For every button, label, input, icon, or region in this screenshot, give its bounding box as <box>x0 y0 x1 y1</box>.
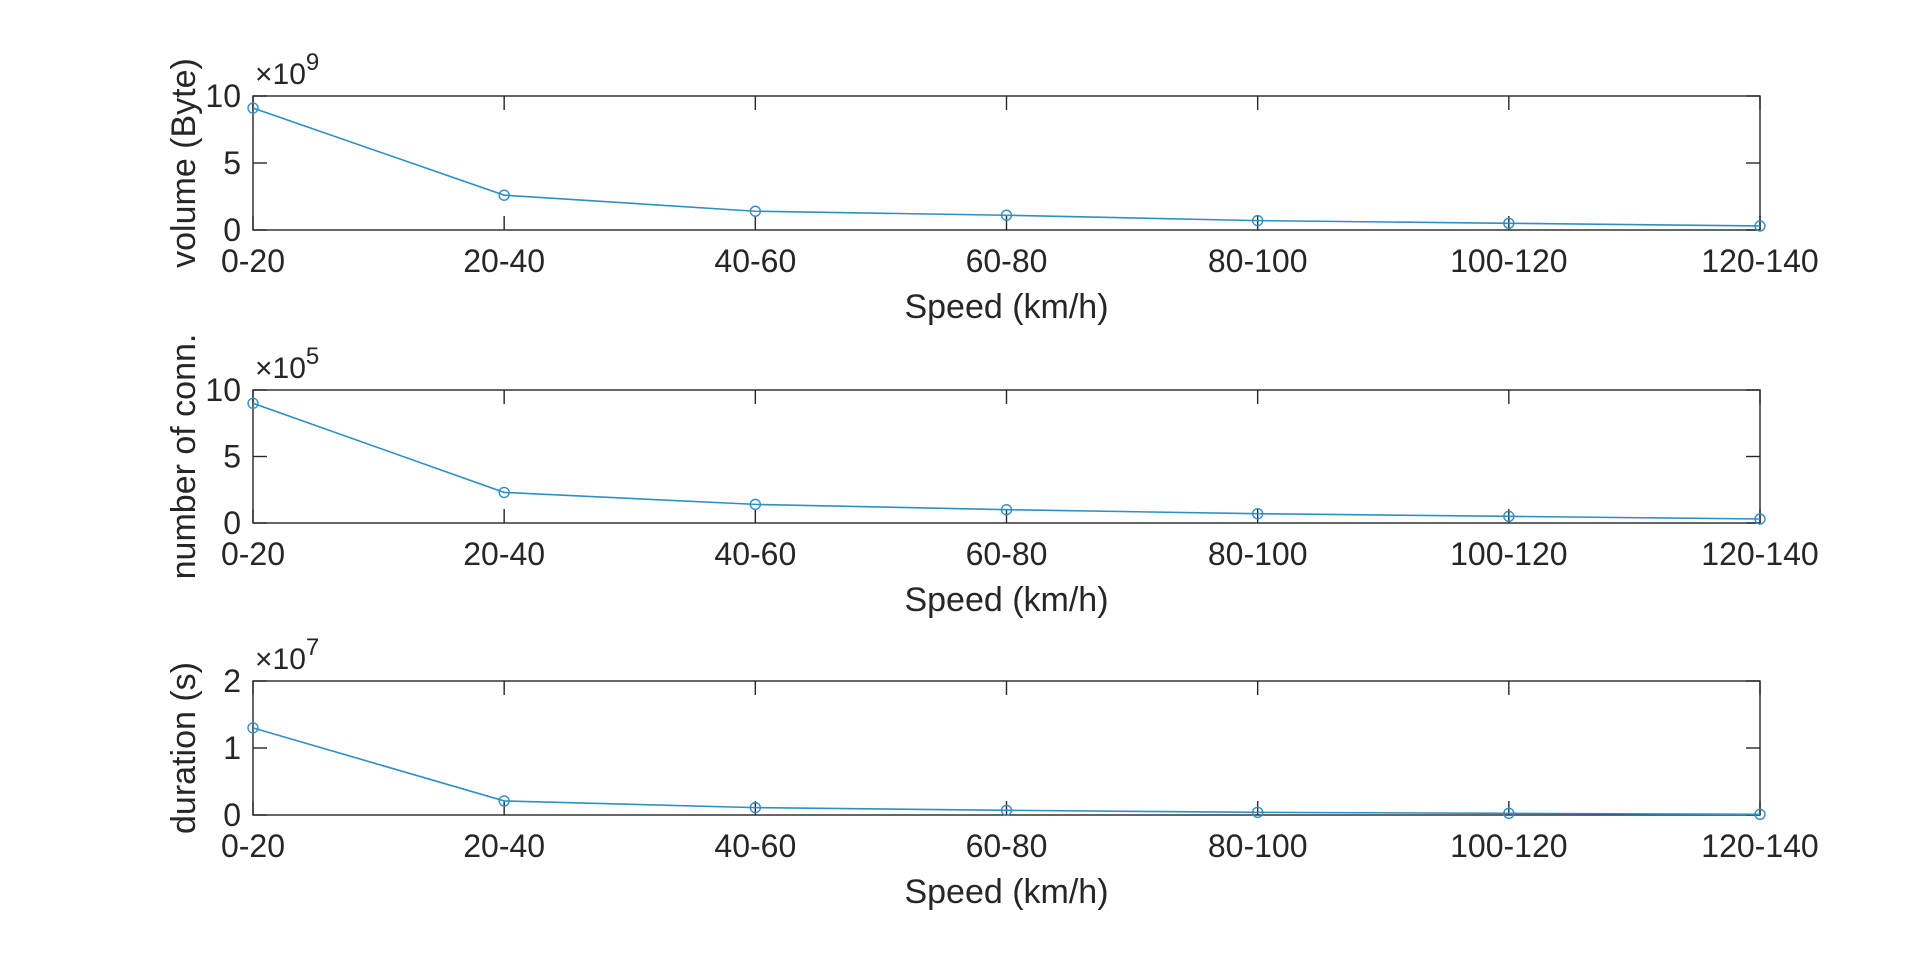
y-exponent: 5 <box>306 343 319 370</box>
x-axis-label: Speed (km/h) <box>904 873 1108 911</box>
data-point <box>1503 807 1515 820</box>
y-axis-label: duration (s) <box>165 662 203 834</box>
series-line <box>252 727 1761 816</box>
y-tick-label: 0 <box>223 797 241 833</box>
x-tick-label: 80-100 <box>1208 828 1308 864</box>
y-tick-label: 5 <box>223 439 241 475</box>
data-point <box>498 795 510 807</box>
data-point <box>247 102 259 114</box>
y-exponent: 7 <box>306 634 319 661</box>
x-tick-label: 20-40 <box>463 828 545 864</box>
x-tick-label: 120-140 <box>1701 828 1818 864</box>
y-exponent-label: ×105 <box>255 343 319 385</box>
x-tick-label: 120-140 <box>1701 536 1818 572</box>
series-line <box>252 107 1761 227</box>
x-tick-label: 100-120 <box>1450 828 1567 864</box>
data-point <box>498 486 510 499</box>
data-point <box>1754 513 1766 525</box>
data-point <box>1754 220 1766 232</box>
x-tick-label: 120-140 <box>1701 243 1818 279</box>
data-point <box>1251 806 1264 819</box>
x-tick-label: 0-20 <box>221 536 285 572</box>
data-point <box>749 801 762 814</box>
subplot-3: 0-20 20-40 40-60 60-80 80-100 100-120 120-140 0… <box>165 634 1819 911</box>
y-tick-label: 5 <box>223 145 241 181</box>
data-point <box>1503 217 1515 230</box>
x-tick-label: 20-40 <box>463 536 545 572</box>
x-tick-label: 100-120 <box>1450 536 1567 572</box>
data-point <box>247 722 259 734</box>
axes-box <box>252 389 1761 524</box>
data-point <box>749 498 762 511</box>
data-point <box>247 397 259 409</box>
subplot-1: 0-20 20-40 40-60 60-80 80-100 100-120 120-140 0… <box>165 49 1819 326</box>
data-point <box>1503 510 1515 523</box>
y-exponent: 9 <box>306 49 319 76</box>
x-axis-label: Speed (km/h) <box>904 288 1108 326</box>
x-tick-label: 60-80 <box>966 536 1048 572</box>
x-tick-label: 60-80 <box>966 828 1048 864</box>
data-point <box>749 205 762 217</box>
x-axis-label: Speed (km/h) <box>904 581 1108 619</box>
y-tick-label: 10 <box>205 372 241 408</box>
subplot-2: 0-20 20-40 40-60 60-80 80-100 100-120 120-140 0… <box>165 334 1819 619</box>
y-exponent-label: ×107 <box>255 634 319 676</box>
data-point <box>1000 209 1013 221</box>
data-point <box>1000 804 1013 817</box>
y-tick-label: 2 <box>223 663 241 699</box>
y-axis-label: volume (Byte) <box>165 58 203 268</box>
x-tick-label: 0-20 <box>221 243 285 279</box>
y-tick-label: 0 <box>223 212 241 248</box>
axes-box <box>252 680 1761 816</box>
data-point <box>1251 214 1264 227</box>
x-tick-label: 100-120 <box>1450 243 1567 279</box>
y-tick-label: 10 <box>205 78 241 114</box>
x-tick-label: 20-40 <box>463 243 545 279</box>
data-point <box>1251 507 1264 520</box>
y-tick-label: 1 <box>223 730 241 766</box>
x-tick-label: 40-60 <box>714 243 796 279</box>
x-tick-label: 80-100 <box>1208 243 1308 279</box>
y-axis-label: number of conn. <box>165 334 203 580</box>
x-tick-label: 40-60 <box>714 536 796 572</box>
data-point <box>498 189 510 201</box>
x-tick-label: 40-60 <box>714 828 796 864</box>
series-line <box>252 402 1761 520</box>
x-tick-label: 60-80 <box>966 243 1048 279</box>
data-point <box>1000 504 1013 516</box>
x-tick-label: 80-100 <box>1208 536 1308 572</box>
data-point <box>1754 808 1766 821</box>
x-tick-label: 0-20 <box>221 828 285 864</box>
y-tick-label: 0 <box>223 505 241 541</box>
y-exponent-label: ×109 <box>255 49 319 91</box>
